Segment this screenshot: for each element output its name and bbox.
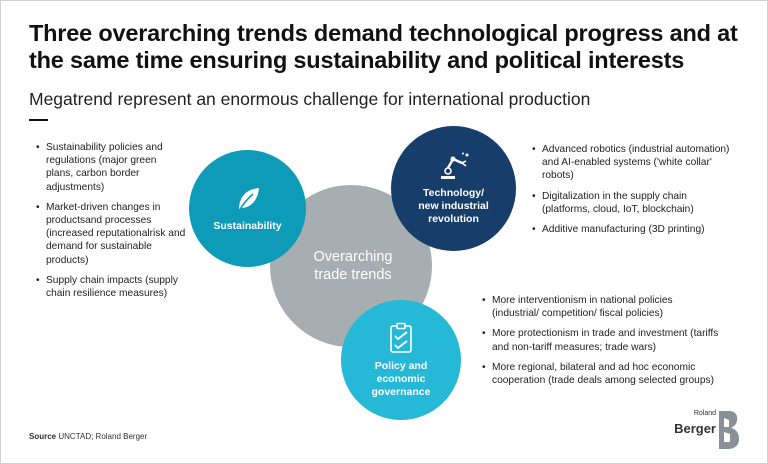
technology-label-line2: new industrial — [418, 200, 489, 212]
list-item: More protectionism in trade and investme… — [482, 327, 722, 353]
list-item: Supply chain impacts (supply chain resil… — [36, 274, 186, 300]
policy-bullets: More interventionism in national policie… — [482, 294, 722, 394]
source-text: UNCTAD; Roland Berger — [58, 432, 148, 441]
list-item: Market-driven changes in productsand pro… — [36, 201, 186, 267]
leaf-icon — [237, 188, 259, 212]
title-divider — [29, 119, 48, 121]
logo-text-roland: Roland — [693, 410, 716, 417]
policy-label-line3: governance — [371, 385, 431, 398]
logo-b-mark-icon — [719, 411, 739, 449]
list-item: Digitalization in the supply chain (plat… — [532, 190, 732, 216]
slide-title: Three overarching trends demand technolo… — [29, 20, 738, 73]
technology-label-line3: revolution — [428, 213, 479, 225]
sustainability-bullets: Sustainability policies and regulations … — [36, 141, 186, 307]
list-item: More regional, bilateral and ad hoc econ… — [482, 361, 722, 387]
center-label-line1: Overarching — [313, 249, 393, 265]
source-note: Source UNCTAD; Roland Berger — [29, 432, 147, 441]
roland-berger-logo: Roland Berger — [674, 410, 740, 450]
sustainability-circle: Sustainability — [189, 150, 306, 267]
logo-text-berger: Berger — [674, 421, 716, 436]
clipboard-check-icon — [390, 322, 412, 353]
list-item: Additive manufacturing (3D printing) — [532, 223, 732, 236]
technology-bullets: Advanced robotics (industrial automation… — [532, 143, 732, 243]
center-label-line2: trade trends — [314, 267, 392, 283]
slide-subtitle: Megatrend represent an enormous challeng… — [29, 89, 591, 109]
list-item: Advanced robotics (industrial automation… — [532, 143, 732, 183]
policy-circle: Policy and economic governance — [341, 300, 461, 420]
sustainability-label: Sustainability — [213, 220, 282, 232]
policy-label-line2: economic — [376, 372, 426, 385]
technology-circle: Technology/ new industrial revolution — [391, 126, 516, 251]
source-label: Source — [29, 432, 57, 441]
robot-arm-icon — [440, 152, 468, 179]
list-item: Sustainability policies and regulations … — [36, 141, 186, 194]
policy-label-line1: Policy and — [374, 359, 428, 372]
list-item: More interventionism in national policie… — [482, 294, 722, 320]
technology-label-line1: Technology/ — [422, 187, 485, 199]
